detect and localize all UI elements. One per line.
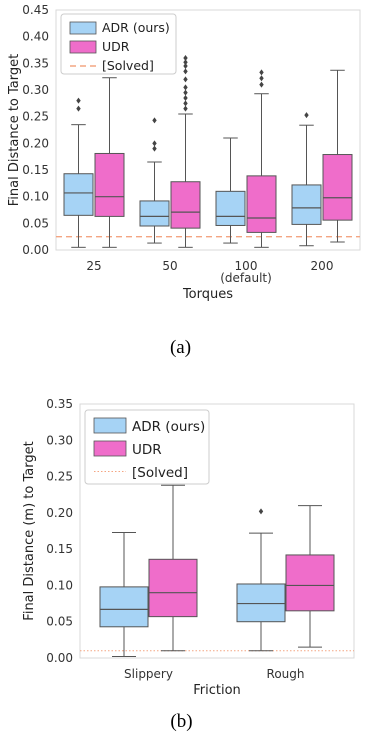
legend-swatch-udr: [69, 40, 97, 54]
outlier-point: [183, 59, 188, 66]
outlier-point: [183, 76, 188, 83]
y-tick-label: 0.20: [22, 136, 49, 150]
box-iqr: [139, 200, 170, 227]
x-tick-label: 100: [235, 259, 258, 273]
outlier-point: [76, 105, 81, 112]
x-tick-label: Rough: [267, 667, 305, 681]
chart-b: 0.00 0.05 0.10 0.15 0.20 0.25 0.30 0.35 Slippery…: [22, 397, 355, 698]
box-iqr: [170, 181, 201, 229]
box-adr-100: [215, 137, 246, 244]
y-tick-label: 0.00: [22, 243, 49, 257]
y-tick-label: 0.05: [46, 615, 73, 629]
chart-a: 0.00 0.05 0.10 0.15 0.20 0.25 0.30 0.35 0.40 0.45…: [7, 3, 361, 302]
outlier-point: [152, 117, 157, 124]
box-iqr: [236, 583, 286, 623]
box-iqr: [285, 554, 335, 612]
outlier-point: [259, 75, 264, 82]
y-tick-label: 0.20: [46, 506, 73, 520]
legend-swatch-adr: [93, 417, 127, 434]
outlier-point: [183, 68, 188, 75]
x-axis-label: Torques: [182, 287, 233, 302]
box-udr-200: [322, 69, 353, 243]
box-iqr: [99, 586, 149, 628]
legend: ADR (ours) UDR [Solved]: [84, 409, 210, 485]
legend-swatch-adr: [69, 21, 97, 35]
outlier-point: [304, 112, 309, 119]
outlier-point: [152, 140, 157, 147]
box-iqr: [148, 558, 198, 618]
y-tick-label: 0.35: [22, 56, 49, 70]
box-udr-50: [170, 55, 201, 248]
box-iqr: [246, 175, 277, 233]
y-tick-label: 0.10: [46, 578, 73, 592]
box-adr-Slippery: [99, 531, 149, 658]
y-axis-label: Final Distance to Target: [7, 54, 22, 206]
box-adr-25: [63, 97, 94, 248]
y-axis-label: Final Distance (m) to Target: [22, 441, 37, 620]
outlier-point: [259, 69, 264, 76]
y-tick-label: 0.15: [22, 163, 49, 177]
outlier-point: [76, 97, 81, 104]
y-tick-label: 0.25: [46, 470, 73, 484]
y-tick-label: 0.35: [46, 397, 73, 411]
outlier-point: [183, 63, 188, 69]
box-adr-Rough: [236, 508, 286, 652]
outlier-point: [183, 100, 188, 107]
box-iqr: [291, 184, 322, 225]
legend-label: [Solved]: [132, 465, 188, 481]
box-iqr: [94, 152, 125, 217]
x-tick-sublabel: (default): [220, 271, 272, 285]
legend-label: ADR (ours): [102, 20, 170, 35]
outlier-point: [183, 95, 188, 101]
box-udr-Rough: [285, 505, 335, 648]
outlier-point: [183, 105, 188, 112]
outlier-point: [152, 145, 157, 152]
outlier-point: [183, 84, 188, 91]
legend-label: [Solved]: [102, 58, 154, 73]
caption-a: (a): [169, 337, 192, 358]
legend-swatch-udr: [93, 440, 127, 457]
y-tick-label: 0.45: [22, 3, 49, 17]
legend: ADR (ours) UDR [Solved]: [60, 13, 177, 75]
x-tick-label: 25: [86, 259, 101, 273]
box-udr-25: [94, 77, 125, 248]
box-udr-Slippery: [148, 484, 198, 652]
y-tick-label: 0.10: [22, 190, 49, 204]
x-tick-label: Slippery: [124, 667, 173, 681]
y-tick-label: 0.00: [46, 651, 73, 665]
y-tick-label: 0.30: [22, 83, 49, 97]
caption-b: (b): [170, 711, 193, 732]
outlier-point: [258, 508, 264, 515]
x-tick-label: 50: [162, 259, 177, 273]
box-iqr: [215, 190, 246, 226]
box-udr-100: [246, 69, 277, 248]
y-tick-label: 0.40: [22, 30, 49, 44]
box-adr-200: [291, 112, 322, 247]
y-tick-label: 0.15: [46, 542, 73, 556]
outlier-point: [183, 55, 188, 61]
box-iqr: [63, 173, 94, 216]
box-adr-50: [139, 117, 170, 244]
x-tick-label: 200: [311, 259, 334, 273]
legend-label: ADR (ours): [132, 419, 205, 435]
outlier-point: [183, 89, 188, 96]
legend-label: UDR: [102, 39, 130, 54]
outlier-point: [259, 81, 264, 88]
y-tick-label: 0.25: [22, 110, 49, 124]
y-tick-label: 0.30: [46, 433, 73, 447]
y-tick-label: 0.05: [22, 216, 49, 230]
x-axis-label: Friction: [193, 683, 241, 698]
legend-label: UDR: [132, 442, 162, 458]
box-iqr: [322, 154, 353, 221]
